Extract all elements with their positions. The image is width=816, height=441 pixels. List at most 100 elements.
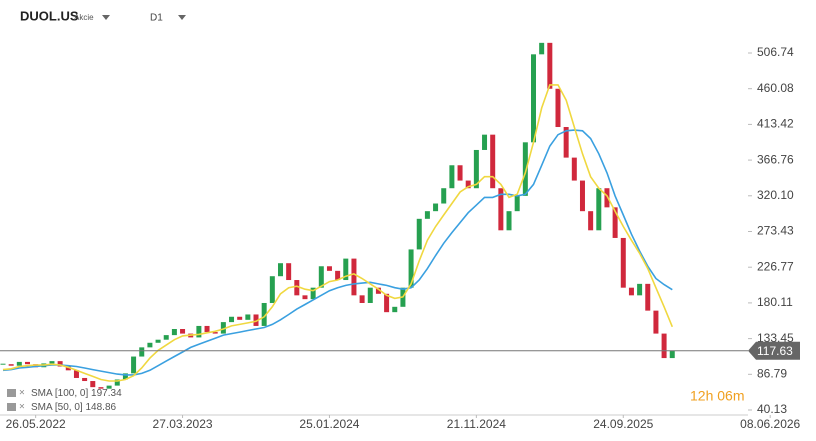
- candle: [82, 377, 88, 382]
- candle: [155, 339, 161, 343]
- candle: [245, 314, 251, 320]
- candle: [131, 356, 137, 374]
- legend-icon: [7, 389, 16, 397]
- candle: [612, 207, 618, 238]
- y-tick-label: 226.77: [757, 259, 794, 273]
- candle: [122, 373, 128, 380]
- candle: [522, 142, 528, 196]
- candle: [367, 287, 373, 303]
- candle: [661, 333, 667, 359]
- y-tick-label: 86.79: [757, 366, 787, 380]
- candle: [408, 249, 414, 288]
- legend-value: 148.86: [85, 402, 116, 413]
- asset-class: Akcie: [74, 13, 94, 22]
- candle: [261, 302, 267, 326]
- candle: [351, 258, 357, 296]
- candle: [604, 188, 610, 208]
- candle: [326, 266, 332, 271]
- candle: [302, 295, 308, 300]
- candle: [384, 293, 390, 313]
- candle: [180, 329, 186, 334]
- x-tick-label: 08.06.2026: [740, 417, 800, 431]
- legend-entry: SMA [100, 0] 197.34: [31, 388, 122, 399]
- candle: [277, 263, 283, 277]
- candle: [392, 306, 398, 313]
- dropdown-arrow[interactable]: [102, 15, 110, 20]
- y-tick-label: 366.76: [757, 152, 794, 166]
- candle: [531, 54, 537, 143]
- y-tick-label: 506.74: [757, 45, 794, 59]
- candle: [490, 134, 496, 189]
- y-tick-label: 180.11: [757, 295, 793, 309]
- candle: [441, 188, 447, 204]
- candle: [449, 165, 455, 189]
- candle: [416, 218, 422, 250]
- candle: [229, 316, 235, 323]
- countdown: 12h 06m: [690, 388, 744, 404]
- y-tick-label: 413.42: [757, 117, 794, 131]
- candle: [571, 157, 577, 181]
- legend-name: SMA [100, 0]: [31, 388, 88, 399]
- x-tick-label: 24.09.2025: [593, 417, 653, 431]
- candle: [539, 42, 545, 55]
- legend-name: SMA [50, 0]: [31, 402, 83, 413]
- sma-line: [2, 84, 674, 382]
- candle: [645, 283, 651, 311]
- candle: [73, 370, 79, 378]
- candle: [498, 188, 504, 231]
- candle: [269, 276, 275, 303]
- y-tick-label: 460.08: [757, 81, 794, 95]
- candle: [57, 361, 63, 367]
- candle: [286, 263, 292, 281]
- symbol[interactable]: DUOL.US: [20, 8, 79, 23]
- dropdown-arrow[interactable]: [178, 15, 186, 20]
- x-tick-label: 26.05.2022: [6, 417, 66, 431]
- candle: [335, 270, 341, 281]
- y-tick-label: 133.45: [757, 331, 794, 345]
- candle: [65, 366, 71, 371]
- candle: [375, 287, 381, 294]
- candle: [49, 361, 55, 364]
- candle: [98, 387, 104, 389]
- candle: [555, 88, 561, 128]
- candle: [637, 283, 643, 296]
- y-tick-label: 40.13: [757, 402, 787, 416]
- candle: [8, 364, 14, 366]
- candle: [653, 310, 659, 334]
- candle: [514, 195, 520, 212]
- candle: [482, 134, 488, 150]
- candle: [596, 188, 602, 231]
- legend-remove: ×: [19, 388, 25, 399]
- candle: [147, 342, 153, 348]
- candle: [424, 211, 430, 219]
- x-tick-label: 21.11.2024: [447, 417, 506, 431]
- x-tick-label: 25.01.2024: [299, 417, 359, 431]
- candle: [16, 361, 22, 366]
- candle: [237, 316, 243, 320]
- candle: [669, 350, 675, 359]
- candle: [24, 361, 30, 365]
- candle: [465, 180, 471, 189]
- y-tick-label: 273.43: [757, 224, 794, 238]
- legend-icon: [7, 403, 16, 411]
- candle: [359, 295, 365, 303]
- candle: [294, 280, 300, 296]
- candle: [310, 287, 316, 300]
- candle: [163, 335, 169, 340]
- candle: [318, 266, 324, 288]
- y-tick-label: 320.10: [757, 188, 794, 202]
- legend-value: 197.34: [91, 388, 122, 399]
- candle: [220, 322, 226, 334]
- candle: [204, 325, 210, 333]
- last-price-label: 117.63: [757, 344, 793, 358]
- candle: [139, 347, 145, 357]
- timeframe[interactable]: D1: [150, 13, 163, 24]
- x-tick-label: 27.03.2023: [153, 417, 213, 431]
- candle: [579, 180, 585, 212]
- candle: [506, 211, 512, 231]
- candle: [171, 329, 177, 336]
- candle: [547, 42, 553, 89]
- candle: [620, 237, 626, 288]
- candle: [196, 325, 202, 338]
